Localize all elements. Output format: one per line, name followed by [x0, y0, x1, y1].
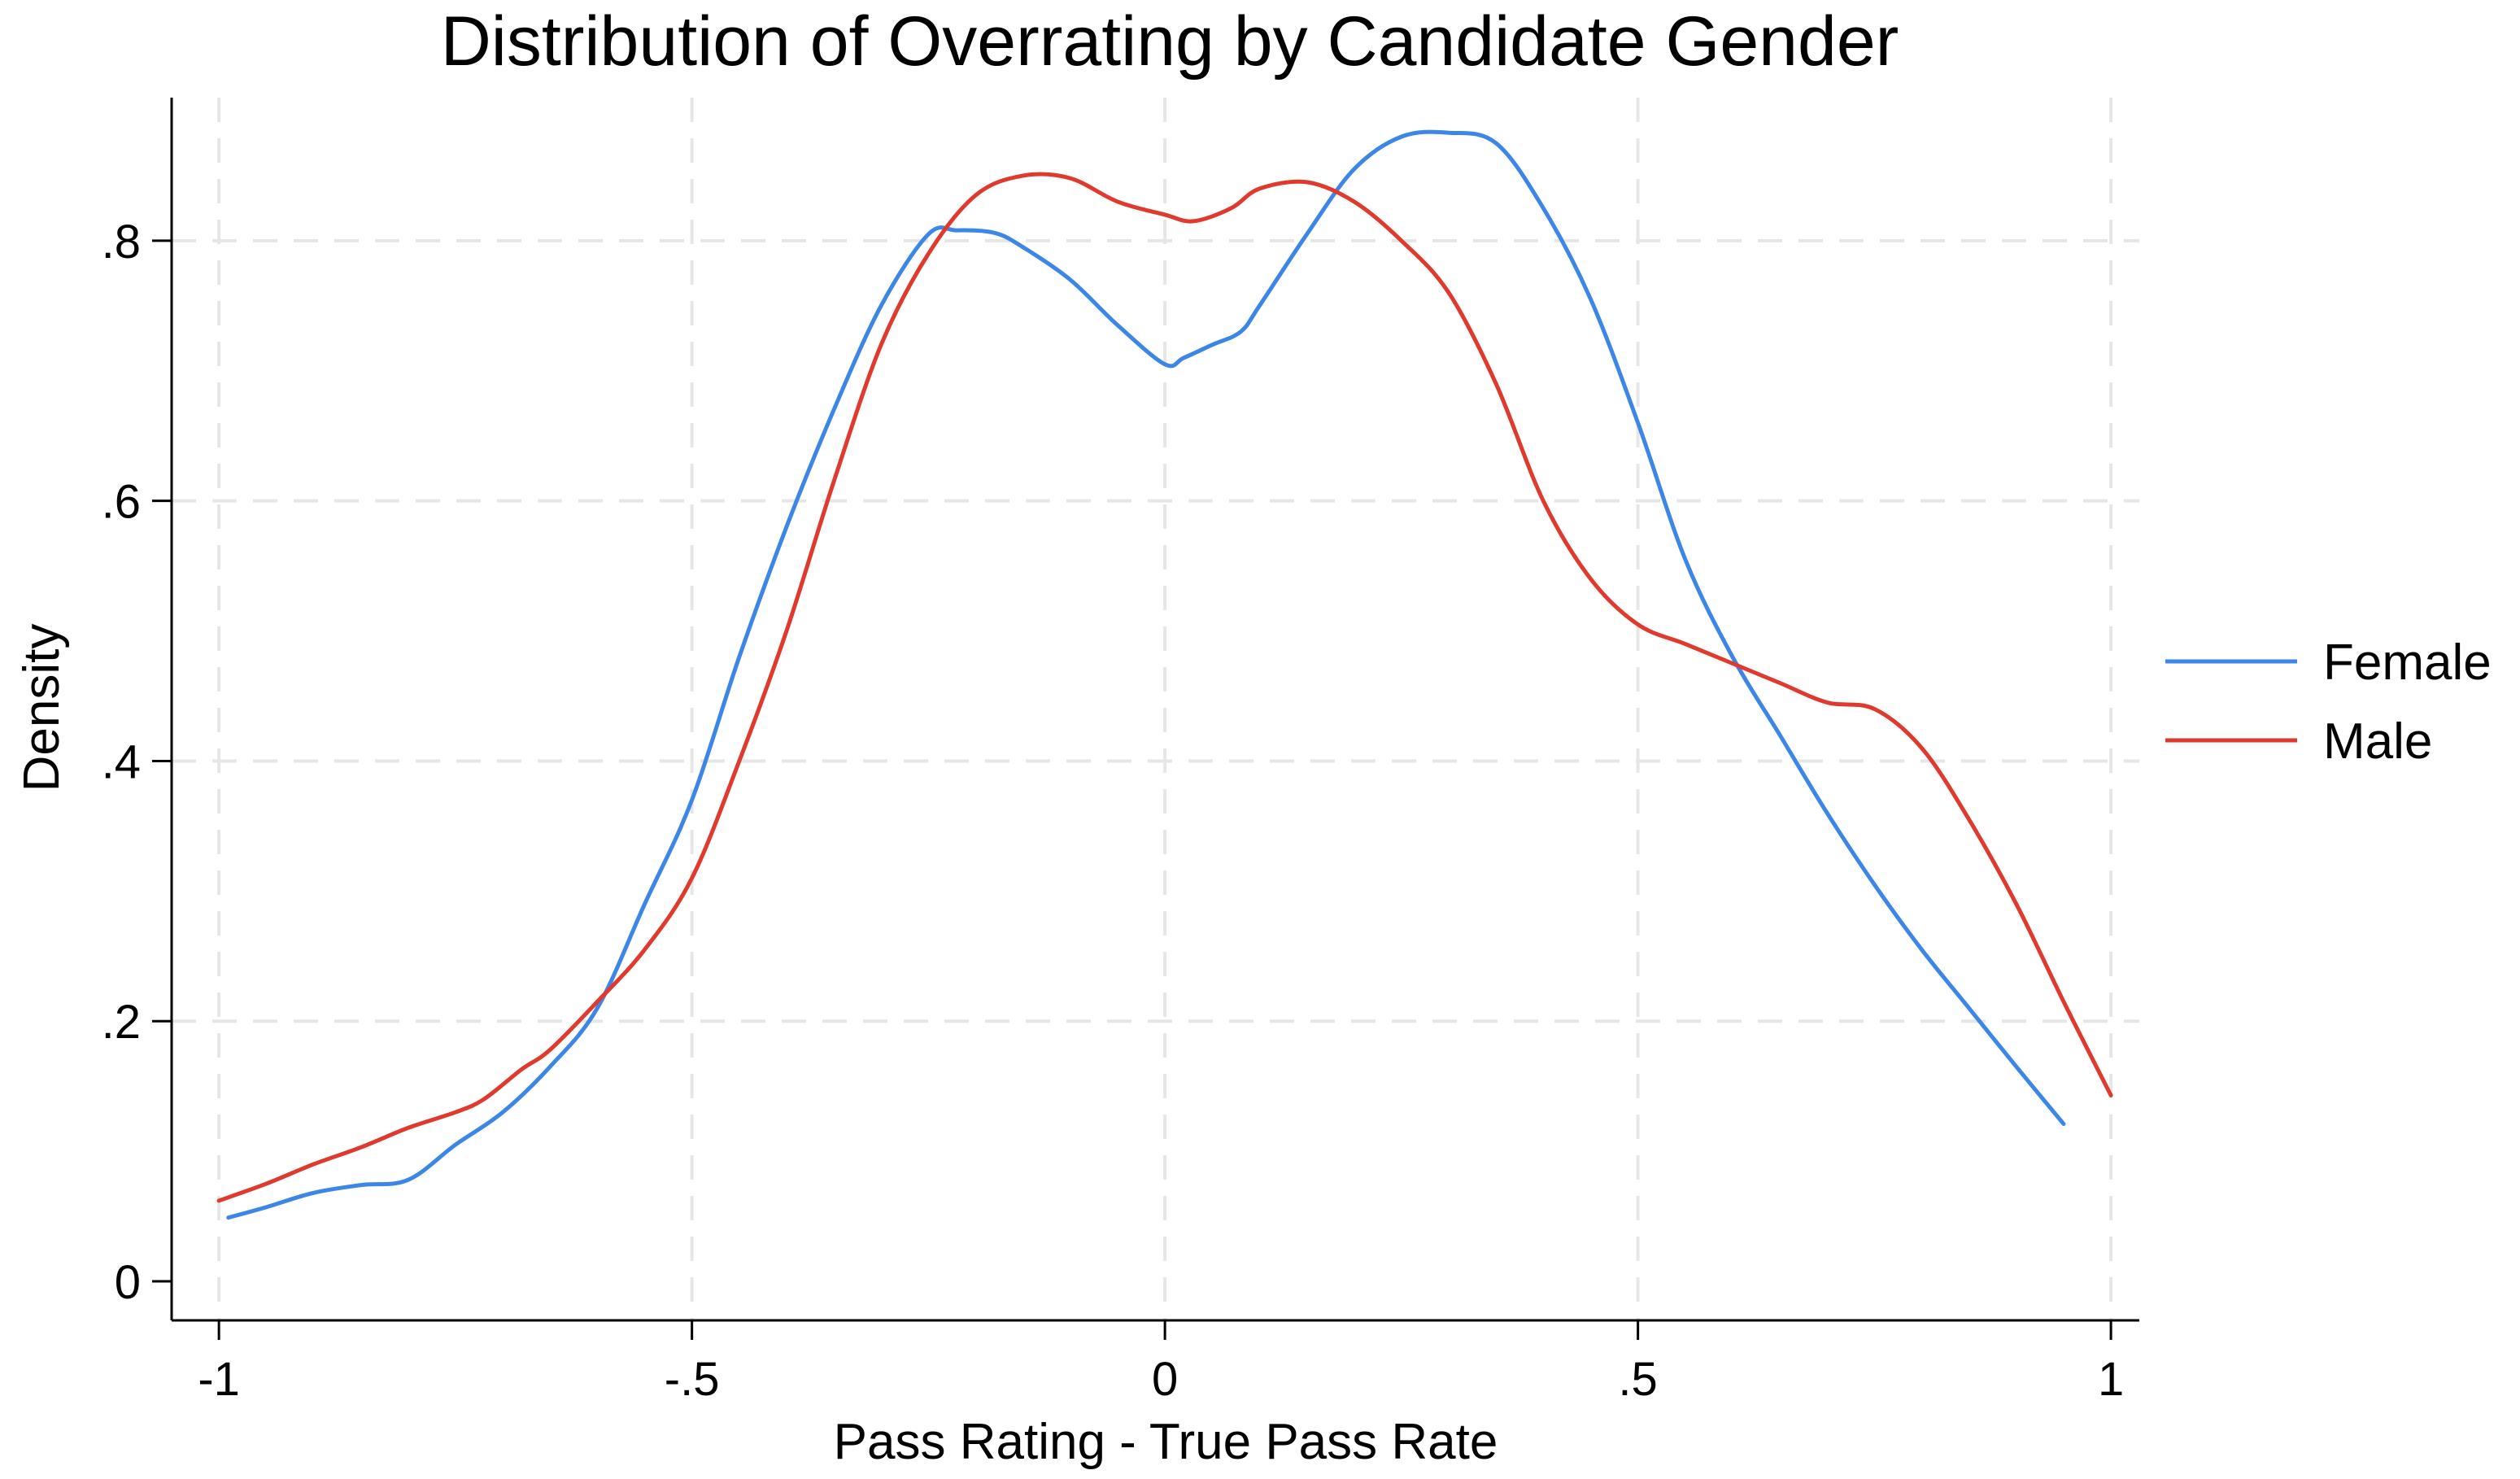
legend: Female Male: [2165, 635, 2492, 770]
grid-layer: [172, 98, 2139, 1320]
series-line-male: [216, 172, 2113, 1203]
tick-layer: -1 -.5 0 .5 1 0 .2 .4 .6 .8: [102, 216, 2125, 1406]
series-line-female: [226, 129, 2066, 1220]
x-tick-label: -.5: [665, 1353, 720, 1406]
y-tick-label: .2: [102, 996, 141, 1049]
legend-label-female: Female: [2323, 635, 2492, 691]
chart-title: Distribution of Overrating by Candidate …: [441, 2, 1899, 81]
x-tick-label: 1: [2098, 1353, 2124, 1406]
axis-layer: [170, 98, 2139, 1322]
y-tick-label: .6: [102, 476, 141, 529]
series-layer: [216, 129, 2113, 1220]
y-tick-label: .8: [102, 216, 141, 268]
y-tick-label: .4: [102, 735, 141, 788]
y-axis-label: Density: [14, 624, 70, 792]
y-tick-label: 0: [115, 1256, 141, 1309]
x-tick-label: -1: [198, 1353, 240, 1406]
x-axis-label: Pass Rating - True Pass Rate: [834, 1414, 1498, 1470]
legend-label-male: Male: [2323, 713, 2432, 770]
x-tick-label: 0: [1152, 1353, 1178, 1406]
x-tick-label: .5: [1618, 1353, 1657, 1406]
